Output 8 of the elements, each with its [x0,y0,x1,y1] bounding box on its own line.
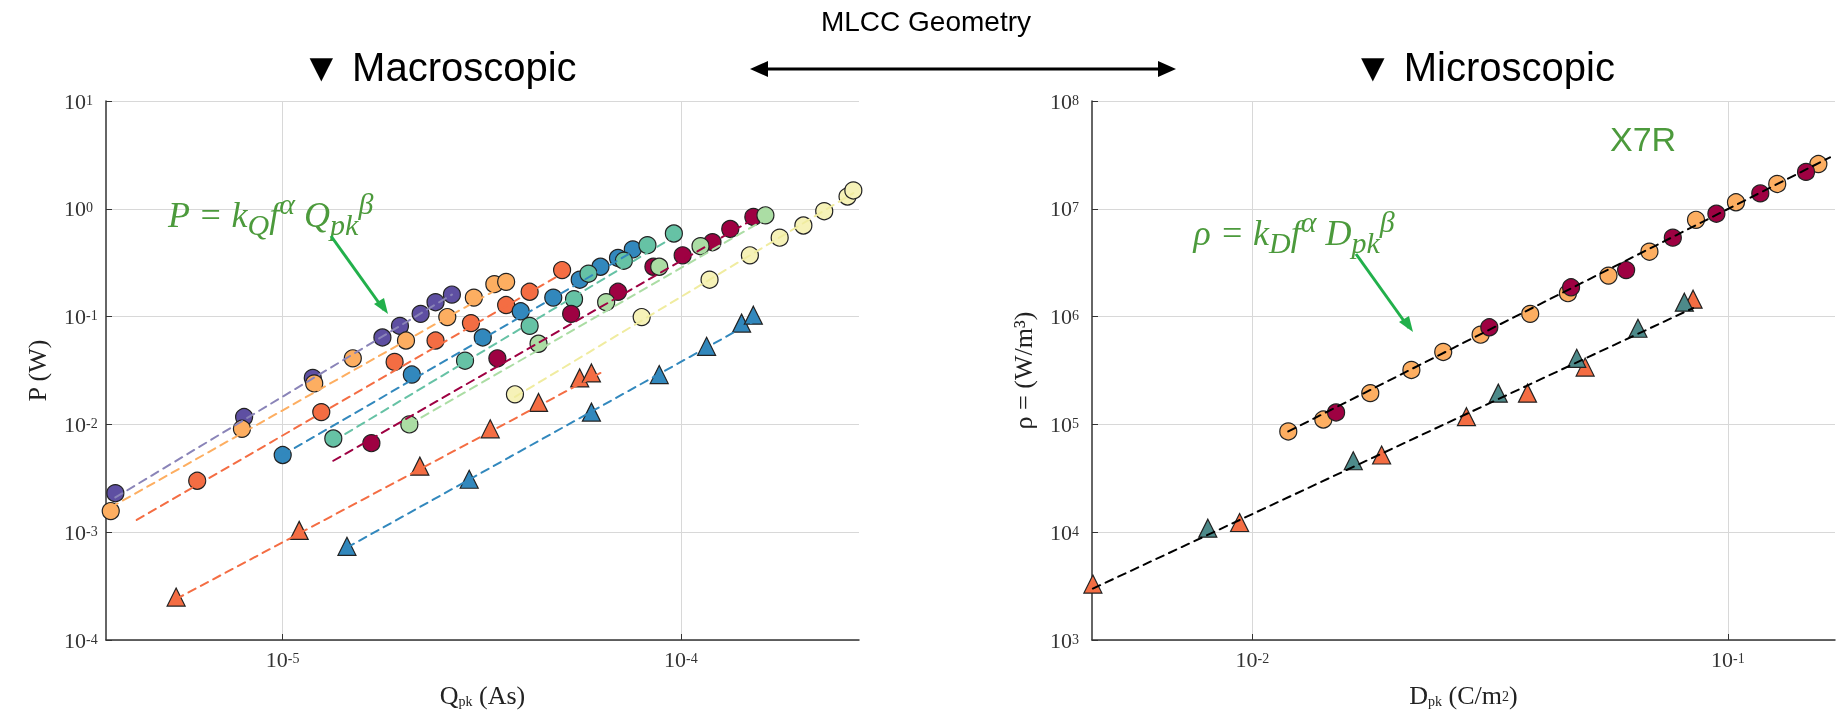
x-axis-title: Dpk (C/m2) [1409,680,1518,710]
x-axis-title: Qpk (As) [439,680,526,710]
annotation: X7R [1610,120,1677,159]
chart-title: ▼ Microscopic [1353,45,1615,89]
chart-title: ▼ Macroscopic [301,45,577,89]
y-axis-title: ρ = (W/m³) [1008,311,1038,430]
y-axis-title: P (W) [22,339,52,402]
text: MLCC Geometry [820,6,1032,38]
